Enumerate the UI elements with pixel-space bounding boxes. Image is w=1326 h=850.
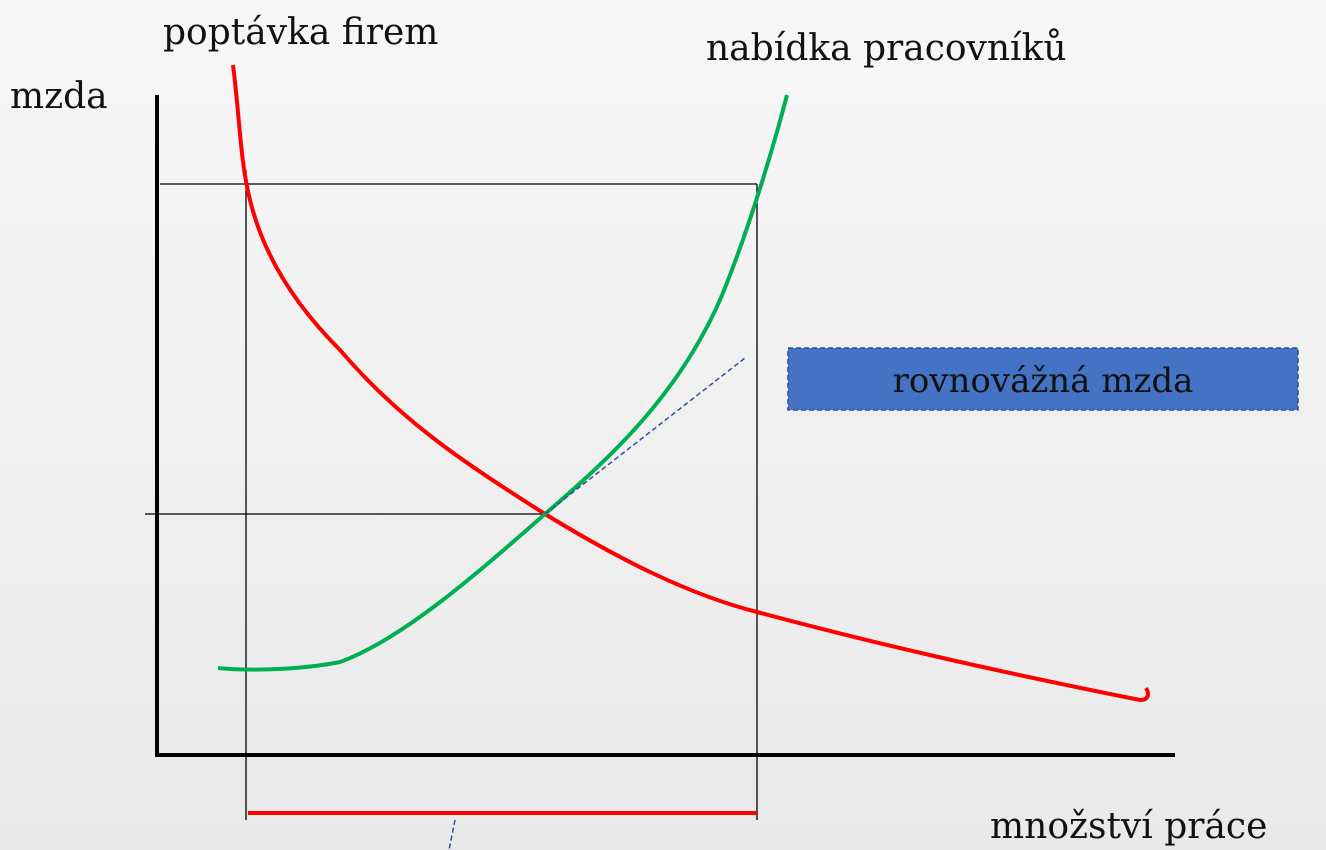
box-label: rovnovážná mzda — [893, 361, 1194, 401]
x-axis-label: množství práce — [990, 806, 1267, 847]
demand-label: poptávka firem — [163, 12, 438, 53]
pointer-line — [448, 819, 456, 850]
label-box — [787, 347, 1299, 411]
pointer-line — [544, 357, 746, 515]
supply-curve — [217, 94, 789, 672]
supply-label: nabídka pracovníků — [706, 28, 1067, 69]
y-axis-label: mzda — [10, 76, 108, 117]
